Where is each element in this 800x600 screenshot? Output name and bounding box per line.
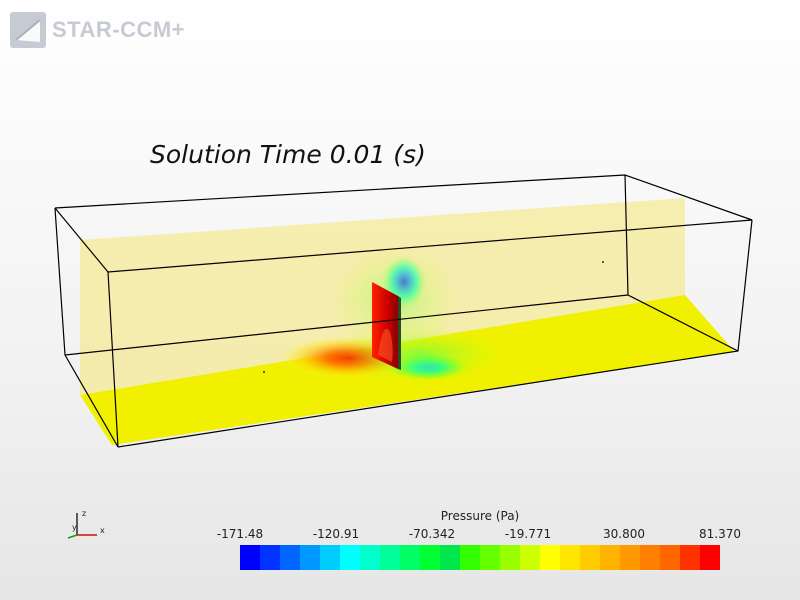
colorbar-swatch <box>340 545 360 570</box>
axis-x-label: x <box>100 526 105 535</box>
colorbar-swatch <box>300 545 320 570</box>
colorbar-swatch <box>660 545 680 570</box>
axes-triad-icon: z y x <box>67 509 105 539</box>
colorbar-swatch <box>680 545 700 570</box>
colorbar-swatch <box>440 545 460 570</box>
colorbar-swatch <box>360 545 380 570</box>
axis-y-label: y <box>72 523 77 532</box>
legend-tick-label: 30.800 <box>603 527 645 541</box>
colorbar-swatch <box>560 545 580 570</box>
plate-edge <box>398 296 401 370</box>
colorbar-swatch <box>240 545 260 570</box>
legend-title: Pressure (Pa) <box>440 509 520 523</box>
logo: STAR-CCM+ <box>10 12 185 48</box>
legend-tick-label: -171.48 <box>216 527 264 541</box>
legend-tick-label: -70.342 <box>408 527 456 541</box>
logo-text: STAR-CCM+ <box>52 17 186 42</box>
colorbar-swatch <box>580 545 600 570</box>
star-ccm-logo-icon <box>10 12 46 48</box>
legend-tick-label: -120.91 <box>312 527 360 541</box>
colorbar-swatch <box>620 545 640 570</box>
colorbar-swatch <box>500 545 520 570</box>
colorbar-swatch <box>260 545 280 570</box>
colorbar <box>240 545 720 570</box>
colorbar-swatch <box>280 545 300 570</box>
colorbar-swatch <box>540 545 560 570</box>
solution-time-label: Solution Time 0.01 (s) <box>150 140 426 169</box>
colorbar-swatch <box>700 545 720 570</box>
axis-z-label: z <box>82 509 86 518</box>
legend-tick-label: -19.771 <box>504 527 552 541</box>
colorbar-swatch <box>420 545 440 570</box>
colorbar-swatch <box>640 545 660 570</box>
colorbar-swatch <box>600 545 620 570</box>
colorbar-swatch <box>480 545 500 570</box>
colorbar-swatch <box>400 545 420 570</box>
colorbar-swatch <box>320 545 340 570</box>
colorbar-swatch <box>460 545 480 570</box>
legend-tick-label: 81.370 <box>699 527 741 541</box>
colorbar-swatch <box>380 545 400 570</box>
domain-bounding-box <box>54 174 753 448</box>
colorbar-swatch <box>520 545 540 570</box>
